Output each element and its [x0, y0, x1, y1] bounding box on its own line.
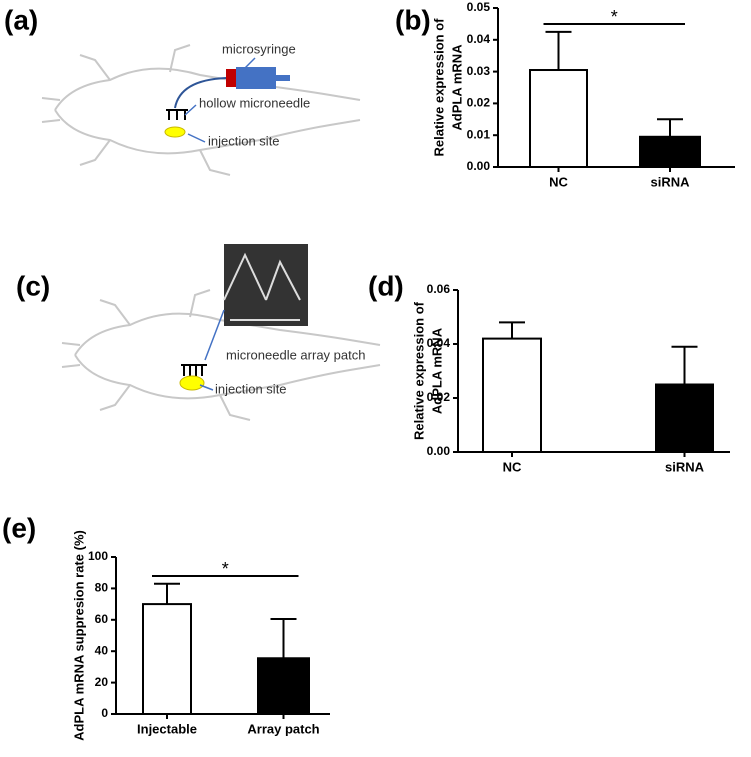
panel-label: (a)	[4, 4, 38, 35]
y-tick-label: 0.04	[427, 336, 451, 350]
y-tick-label: 0.00	[467, 159, 491, 173]
y-axis-label: Relative expression of	[431, 18, 446, 157]
panel-label: (d)	[368, 270, 404, 301]
y-tick-label: 0.01	[467, 127, 491, 141]
mouse-outline	[61, 289, 381, 421]
bar	[639, 135, 701, 168]
syringe-barrel	[236, 67, 276, 89]
y-tick-label: 60	[95, 612, 109, 626]
panel-label: (e)	[2, 512, 36, 543]
significance-mark: *	[611, 7, 618, 27]
annotation: microneedle array patch	[226, 347, 365, 362]
injection-spot	[164, 126, 186, 138]
y-tick-label: 0.00	[427, 444, 451, 458]
syringe-tip	[226, 69, 236, 87]
y-axis-label: Relative expression of	[411, 301, 426, 440]
y-tick-label: 0.06	[427, 282, 451, 296]
y-axis-label: AdPLA mRNA suppresion rate (%)	[71, 530, 86, 741]
syringe-plunger	[276, 75, 290, 81]
significance-mark: *	[222, 559, 229, 579]
tube	[174, 77, 227, 109]
microneedle	[166, 109, 188, 120]
x-tick-label: NC	[503, 459, 522, 474]
annotation: injection site	[208, 133, 280, 148]
bar	[257, 657, 310, 716]
y-tick-label: 0.05	[467, 0, 491, 14]
pointer-arrow	[199, 309, 225, 391]
y-tick-label: 0.03	[467, 64, 491, 78]
y-tick-label: 20	[95, 675, 109, 689]
x-tick-label: siRNA	[665, 459, 705, 474]
y-tick-label: 100	[88, 549, 108, 563]
injection-spot	[179, 375, 205, 391]
y-axis-label: AdPLA mRNA	[429, 327, 444, 414]
y-axis-label: AdPLA mRNA	[449, 44, 464, 131]
y-tick-label: 0.04	[467, 32, 491, 46]
bar	[142, 603, 192, 715]
y-tick-label: 0	[101, 706, 108, 720]
annotation: hollow microneedle	[199, 95, 310, 110]
panel-label: (b)	[395, 4, 431, 35]
y-tick-label: 0.02	[427, 390, 451, 404]
bar	[482, 337, 542, 454]
y-tick-label: 0.02	[467, 96, 491, 110]
bar	[529, 69, 588, 168]
microneedle-array	[181, 364, 207, 376]
y-tick-label: 80	[95, 581, 109, 595]
x-tick-label: NC	[549, 174, 568, 189]
annotation: injection site	[215, 381, 287, 396]
pointer-arrow	[184, 57, 256, 143]
annotation: microsyringe	[222, 41, 296, 56]
x-tick-label: siRNA	[650, 174, 690, 189]
y-tick-label: 40	[95, 643, 109, 657]
bar	[655, 383, 714, 453]
sem-detail	[223, 252, 301, 321]
panel-label: (c)	[16, 270, 50, 301]
mouse-outline	[41, 44, 361, 176]
x-tick-label: Injectable	[137, 721, 197, 736]
sem-image	[224, 244, 308, 326]
x-tick-label: Array patch	[247, 721, 319, 736]
